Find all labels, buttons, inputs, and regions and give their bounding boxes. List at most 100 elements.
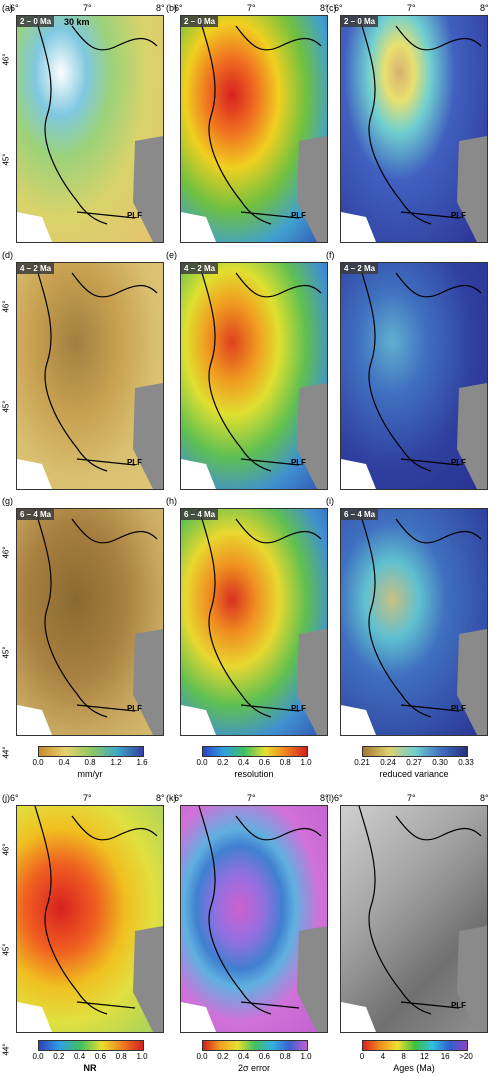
no-data-area — [133, 926, 163, 1032]
colorbar-tick-label: 0.8 — [279, 1052, 291, 1061]
period-label: 6 – 4 Ma — [341, 509, 379, 520]
longitude-label: 8° — [480, 3, 489, 13]
colorbar-title: mm/yr — [77, 769, 103, 779]
fault-line — [400, 211, 460, 219]
colorbar-tick-label: 0.4 — [74, 1052, 86, 1061]
fault-line — [76, 211, 136, 219]
fault-line — [395, 518, 482, 544]
latitude-label: 44° — [1, 1043, 11, 1056]
fault-line — [76, 1001, 136, 1009]
no-data-area — [457, 136, 487, 242]
longitude-label: 7° — [83, 3, 92, 13]
colorbar-tick-label: 0.2 — [53, 1052, 65, 1061]
colorbar-tick-label: 0.8 — [279, 758, 291, 767]
colorbar — [38, 746, 144, 757]
colorbar-tick-label: 0.6 — [258, 758, 270, 767]
colorbar-tick-label: 0.24 — [380, 758, 396, 767]
fault-label: PLF — [126, 458, 143, 467]
period-label: 6 – 4 Ma — [181, 509, 219, 520]
fault-line — [198, 509, 272, 718]
colorbar-tick-label: 0.33 — [458, 758, 474, 767]
map-overlay — [341, 16, 487, 242]
map-overlay — [341, 263, 487, 489]
latitude-label: 45° — [1, 943, 11, 956]
fault-line — [198, 806, 272, 1015]
no-data-area — [181, 459, 216, 489]
fault-line — [34, 263, 108, 472]
colorbar-tick-label: 0.2 — [217, 758, 229, 767]
longitude-label: 6° — [10, 793, 19, 803]
fault-line — [76, 704, 136, 712]
no-data-area — [133, 383, 163, 489]
colorbar-title: resolution — [234, 769, 274, 779]
colorbar — [202, 746, 308, 757]
map-overlay — [17, 263, 163, 489]
colorbar-title: reduced variance — [379, 769, 449, 779]
latitude-label: 46° — [1, 300, 11, 313]
colorbar-tick-label: 0.4 — [238, 1052, 250, 1061]
map-panel — [340, 15, 488, 243]
no-data-area — [297, 383, 327, 489]
fault-line — [198, 16, 272, 225]
fault-line — [71, 25, 158, 51]
no-data-area — [341, 459, 376, 489]
fault-label: PLF — [290, 704, 307, 713]
latitude-label: 46° — [1, 546, 11, 559]
no-data-area — [457, 383, 487, 489]
colorbar-tick-label: 1.6 — [136, 758, 148, 767]
colorbar-tick-label: 0.0 — [196, 1052, 208, 1061]
panel-label: (c) — [326, 3, 337, 13]
no-data-area — [181, 705, 216, 735]
map-panel — [180, 15, 328, 243]
no-data-area — [17, 212, 52, 242]
period-label: 6 – 4 Ma — [17, 509, 55, 520]
period-label: 4 – 2 Ma — [181, 263, 219, 274]
map-panel — [180, 805, 328, 1033]
fault-line — [71, 518, 158, 544]
no-data-area — [297, 926, 327, 1032]
colorbar-tick-label: 0.21 — [354, 758, 370, 767]
map-overlay — [17, 16, 163, 242]
colorbar-title: NR — [83, 1063, 97, 1073]
colorbar-title: Ages (Ma) — [393, 1063, 435, 1073]
longitude-label: 8° — [480, 793, 489, 803]
longitude-label: 7° — [83, 793, 92, 803]
longitude-label: 6° — [334, 3, 343, 13]
colorbar-tick-label: 0.27 — [406, 758, 422, 767]
fault-line — [400, 1001, 460, 1009]
fault-line — [358, 509, 432, 718]
panel-label: (h) — [166, 496, 177, 506]
panel-label: (a) — [2, 3, 13, 13]
fault-label: PLF — [126, 211, 143, 220]
colorbar-tick-label: 12 — [419, 1052, 429, 1061]
colorbar-tick-label: 0.0 — [32, 758, 44, 767]
fault-line — [198, 263, 272, 472]
fault-label: PLF — [450, 1001, 467, 1010]
period-label: 4 – 2 Ma — [341, 263, 379, 274]
no-data-area — [17, 459, 52, 489]
latitude-label: 46° — [1, 53, 11, 66]
fault-line — [395, 272, 482, 298]
panel-label: (l) — [326, 793, 334, 803]
map-overlay — [17, 509, 163, 735]
map-overlay — [341, 509, 487, 735]
longitude-label: 8° — [320, 3, 329, 13]
colorbar-tick-label: 0.2 — [217, 1052, 229, 1061]
scale-label: 30 km — [64, 17, 90, 27]
colorbar-tick-label: 0.8 — [115, 1052, 127, 1061]
longitude-label: 6° — [10, 3, 19, 13]
panel-label: (b) — [166, 3, 177, 13]
latitude-label: 45° — [1, 153, 11, 166]
longitude-label: 8° — [156, 3, 165, 13]
colorbar-tick-label: 0.6 — [94, 1052, 106, 1061]
longitude-label: 7° — [247, 3, 256, 13]
latitude-label: 45° — [1, 646, 11, 659]
longitude-label: 6° — [174, 3, 183, 13]
panel-label: (d) — [2, 250, 13, 260]
fault-line — [76, 458, 136, 466]
fault-line — [240, 704, 300, 712]
fault-line — [358, 806, 432, 1015]
no-data-area — [133, 629, 163, 735]
fault-line — [400, 704, 460, 712]
colorbar — [362, 1040, 468, 1051]
